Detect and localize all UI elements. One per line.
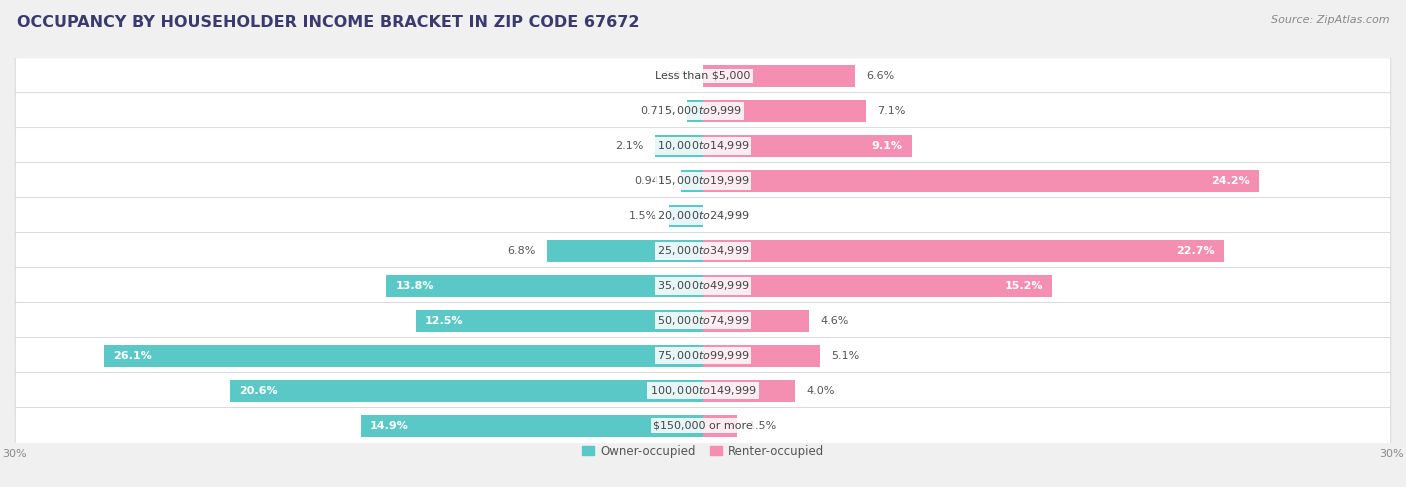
Text: $15,000 to $19,999: $15,000 to $19,999 bbox=[657, 174, 749, 187]
Text: 4.0%: 4.0% bbox=[807, 386, 835, 396]
Text: 5.1%: 5.1% bbox=[831, 351, 860, 361]
Bar bbox=[669, 205, 703, 226]
FancyBboxPatch shape bbox=[15, 198, 1391, 234]
Text: $20,000 to $24,999: $20,000 to $24,999 bbox=[657, 209, 749, 223]
Text: $10,000 to $14,999: $10,000 to $14,999 bbox=[657, 139, 749, 152]
Bar bbox=[655, 135, 703, 157]
Text: Less than $5,000: Less than $5,000 bbox=[655, 71, 751, 81]
Text: $100,000 to $149,999: $100,000 to $149,999 bbox=[650, 384, 756, 397]
Text: 26.1%: 26.1% bbox=[112, 351, 152, 361]
FancyBboxPatch shape bbox=[15, 302, 1391, 339]
Text: 6.8%: 6.8% bbox=[508, 246, 536, 256]
Text: 20.6%: 20.6% bbox=[239, 386, 278, 396]
Text: $150,000 or more: $150,000 or more bbox=[654, 421, 752, 431]
Text: 0.71%: 0.71% bbox=[640, 106, 675, 116]
Text: $75,000 to $99,999: $75,000 to $99,999 bbox=[657, 349, 749, 362]
Bar bbox=[231, 380, 703, 402]
Text: 13.8%: 13.8% bbox=[395, 281, 434, 291]
FancyBboxPatch shape bbox=[15, 163, 1391, 199]
Bar bbox=[104, 345, 703, 367]
FancyBboxPatch shape bbox=[15, 408, 1391, 444]
Bar bbox=[682, 170, 703, 192]
Text: 0.0%: 0.0% bbox=[664, 71, 692, 81]
Text: 14.9%: 14.9% bbox=[370, 421, 409, 431]
Text: 24.2%: 24.2% bbox=[1211, 176, 1250, 186]
Text: 15.2%: 15.2% bbox=[1004, 281, 1043, 291]
Text: 1.5%: 1.5% bbox=[749, 421, 778, 431]
FancyBboxPatch shape bbox=[15, 58, 1391, 94]
Text: 4.6%: 4.6% bbox=[820, 316, 848, 326]
Text: $5,000 to $9,999: $5,000 to $9,999 bbox=[664, 104, 742, 117]
Text: 2.1%: 2.1% bbox=[614, 141, 644, 151]
Text: 9.1%: 9.1% bbox=[872, 141, 903, 151]
Text: $50,000 to $74,999: $50,000 to $74,999 bbox=[657, 314, 749, 327]
FancyBboxPatch shape bbox=[15, 128, 1391, 164]
Bar bbox=[703, 380, 794, 402]
Bar bbox=[703, 275, 1052, 297]
Bar bbox=[703, 170, 1258, 192]
Text: 0.0%: 0.0% bbox=[714, 211, 742, 221]
Bar bbox=[703, 345, 820, 367]
Bar bbox=[361, 415, 703, 436]
Bar bbox=[703, 65, 855, 87]
Text: OCCUPANCY BY HOUSEHOLDER INCOME BRACKET IN ZIP CODE 67672: OCCUPANCY BY HOUSEHOLDER INCOME BRACKET … bbox=[17, 15, 640, 30]
Text: $25,000 to $34,999: $25,000 to $34,999 bbox=[657, 244, 749, 257]
FancyBboxPatch shape bbox=[15, 373, 1391, 409]
Legend: Owner-occupied, Renter-occupied: Owner-occupied, Renter-occupied bbox=[578, 440, 828, 462]
FancyBboxPatch shape bbox=[15, 337, 1391, 374]
Text: 12.5%: 12.5% bbox=[425, 316, 464, 326]
Bar bbox=[703, 240, 1225, 262]
Text: $35,000 to $49,999: $35,000 to $49,999 bbox=[657, 279, 749, 292]
Bar bbox=[416, 310, 703, 332]
FancyBboxPatch shape bbox=[15, 267, 1391, 304]
Text: 1.5%: 1.5% bbox=[628, 211, 657, 221]
FancyBboxPatch shape bbox=[15, 233, 1391, 269]
FancyBboxPatch shape bbox=[15, 93, 1391, 129]
Bar bbox=[547, 240, 703, 262]
Bar bbox=[686, 100, 703, 122]
Text: 22.7%: 22.7% bbox=[1177, 246, 1215, 256]
Text: 6.6%: 6.6% bbox=[866, 71, 894, 81]
Text: 0.94%: 0.94% bbox=[634, 176, 669, 186]
Text: Source: ZipAtlas.com: Source: ZipAtlas.com bbox=[1271, 15, 1389, 25]
Bar bbox=[703, 135, 912, 157]
Bar bbox=[703, 415, 738, 436]
Bar bbox=[703, 310, 808, 332]
Text: 7.1%: 7.1% bbox=[877, 106, 905, 116]
Bar bbox=[703, 100, 866, 122]
Bar bbox=[387, 275, 703, 297]
